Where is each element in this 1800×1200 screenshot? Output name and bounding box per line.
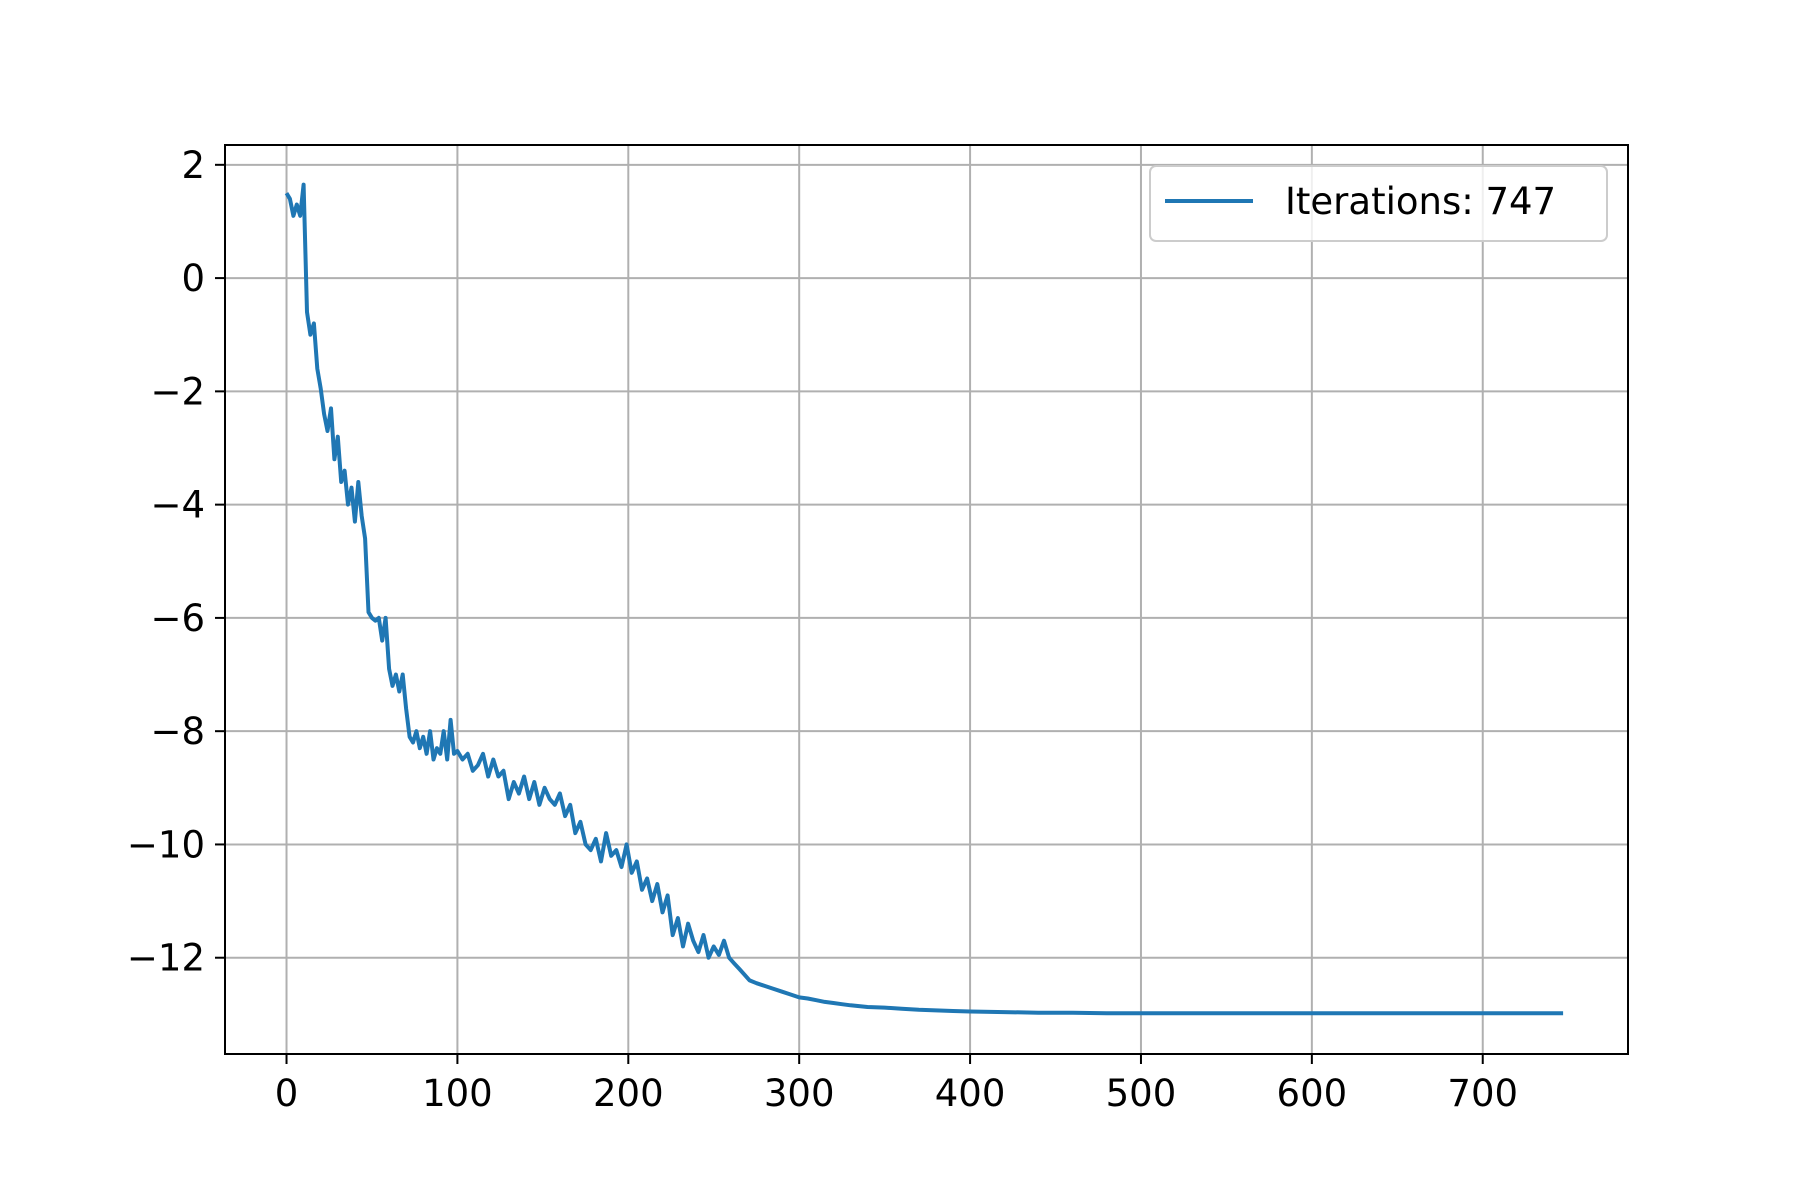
legend-box — [1149, 165, 1608, 242]
x-tick-label: 600 — [1277, 1072, 1348, 1115]
series-layer — [284, 182, 1564, 1016]
y-tick-label: 0 — [181, 257, 205, 300]
y-tick-label: −2 — [150, 370, 205, 413]
x-tick-label: 200 — [593, 1072, 664, 1115]
plot-frame — [224, 144, 1629, 1055]
y-tick-label: −12 — [127, 937, 205, 980]
x-tick-label: 400 — [935, 1072, 1006, 1115]
legend: Iterations: 747 — [1149, 165, 1608, 242]
y-tick-label: −10 — [127, 823, 205, 866]
grid-layer — [225, 145, 1628, 1054]
x-tick-label: 100 — [422, 1072, 493, 1115]
y-tick-label: 2 — [181, 144, 205, 187]
series-line — [284, 182, 1564, 1016]
y-axis: 2 0 −2 −4 −6 −8 −10 −12 — [127, 144, 225, 980]
x-tick-label: 500 — [1106, 1072, 1177, 1115]
x-tick-label: 0 — [275, 1072, 299, 1115]
x-tick-label: 700 — [1447, 1072, 1518, 1115]
x-axis: 0 100 200 300 400 500 600 700 — [275, 1054, 1518, 1115]
x-tick-label: 300 — [764, 1072, 835, 1115]
y-tick-label: −4 — [150, 484, 205, 527]
y-tick-label: −8 — [150, 710, 205, 753]
legend-label: Iterations: 747 — [1285, 180, 1556, 223]
y-tick-label: −6 — [150, 597, 205, 640]
